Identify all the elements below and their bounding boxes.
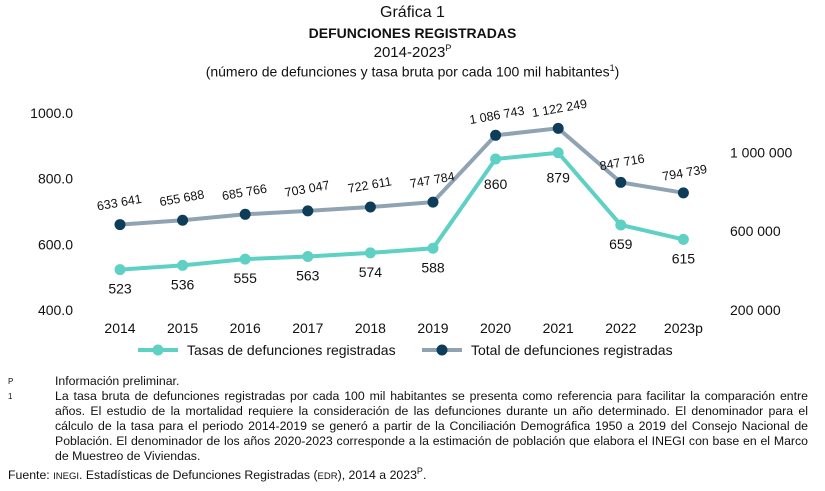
source-text: . Estadísticas de Defunciones Registrada… [79, 468, 318, 483]
total-line [119, 126, 684, 227]
total-point [552, 122, 564, 134]
source-note: Fuente: INEGI. Estadísticas de Defuncion… [8, 464, 808, 484]
total-label: 794 739 [661, 162, 708, 184]
total-label: 633 641 [96, 192, 143, 214]
total-point [177, 214, 189, 226]
rate-label: 659 [609, 236, 633, 252]
total-label: 722 611 [347, 174, 393, 195]
y-right-tick: 200 000 [730, 302, 781, 318]
total-point [364, 201, 376, 213]
x-tick: 2018 [355, 320, 386, 336]
legend-total-label: Total de defunciones registradas [471, 342, 673, 358]
rate-point [427, 242, 439, 254]
units-text: (número de defunciones y tasa bruta por … [205, 63, 610, 80]
y-right-tick: 600 000 [730, 223, 781, 239]
source-end: ), 2014 a 2023 [337, 468, 417, 483]
rate-label: 860 [484, 176, 508, 192]
y-right-tick: 1 000 000 [730, 144, 792, 160]
x-tick: 2017 [292, 320, 323, 336]
rate-label: 615 [672, 250, 696, 266]
legend-rate-marker [152, 344, 164, 356]
x-tick: 2016 [230, 320, 261, 336]
rate-point [302, 250, 314, 262]
total-label: 655 688 [158, 187, 205, 209]
x-tick: 2015 [167, 320, 198, 336]
rate-point [552, 147, 564, 159]
note-p-text: Información preliminar. [55, 374, 180, 388]
x-tick: 2020 [480, 320, 511, 336]
rate-point [677, 233, 689, 245]
rate-point [615, 219, 627, 231]
footnotes: P Información preliminar. 1 La tasa bruta … [8, 374, 808, 484]
total-point [677, 187, 689, 199]
chart-units: (número de defunciones y tasa bruta por … [0, 63, 825, 80]
rate-line [119, 150, 684, 272]
x-tick: 2019 [417, 320, 448, 336]
note-1-mark: 1 [8, 392, 13, 401]
total-point [114, 219, 126, 231]
chart-period: 2014-2023P [0, 43, 825, 61]
rate-label: 555 [234, 270, 258, 286]
rate-label: 879 [547, 170, 571, 186]
rate-label: 523 [108, 281, 132, 297]
x-tick: 2023p [664, 320, 703, 336]
rate-point [364, 247, 376, 259]
total-label: 1 086 743 [468, 104, 525, 127]
units-close: ) [614, 63, 620, 80]
period-text: 2014-2023 [373, 44, 446, 61]
note-p-mark: P [8, 377, 14, 386]
total-point [427, 196, 439, 208]
total-point [615, 176, 627, 188]
x-tick: 2021 [543, 320, 574, 336]
rate-label: 588 [421, 259, 445, 275]
y-left-tick: 400.0 [38, 302, 73, 318]
total-label: 1 122 249 [531, 97, 588, 120]
rate-point [239, 253, 251, 265]
rate-point [490, 153, 502, 165]
y-left-tick: 1000.0 [30, 105, 73, 121]
source-edr: EDR [317, 471, 338, 483]
rate-point [177, 259, 189, 271]
rate-label: 563 [296, 267, 320, 283]
source-dot: . [422, 468, 427, 483]
total-point [302, 205, 314, 217]
total-point [490, 129, 502, 141]
total-label: 703 047 [284, 178, 331, 200]
legend-rate-label: Tasas de defunciones registradas [187, 342, 396, 358]
x-tick: 2014 [104, 320, 135, 336]
source-label: Fuente: [8, 468, 50, 483]
legend-total-marker [436, 344, 448, 356]
source-inegi: INEGI [53, 471, 79, 483]
y-left-tick: 600.0 [38, 236, 73, 252]
units-sup: 1 [609, 63, 615, 73]
rate-point [114, 264, 126, 276]
line-chart: 400.0 600.0 800.0 1000.0 200 000 600 000 1 000… [30, 97, 792, 358]
chart-title: DEFUNCIONES REGISTRADAS [308, 25, 517, 41]
chart-number: Gráfica 1 [380, 4, 445, 21]
y-left-tick: 800.0 [38, 171, 73, 187]
total-label: 847 716 [599, 152, 646, 174]
total-label: 685 766 [221, 182, 268, 204]
x-tick: 2022 [605, 320, 636, 336]
source-sup: P [416, 466, 423, 476]
note-1-text: La tasa bruta de defunciones registradas… [55, 389, 808, 463]
total-point [239, 208, 251, 220]
period-sup: P [445, 43, 452, 53]
rate-label: 574 [359, 264, 383, 280]
rate-label: 536 [171, 276, 195, 292]
